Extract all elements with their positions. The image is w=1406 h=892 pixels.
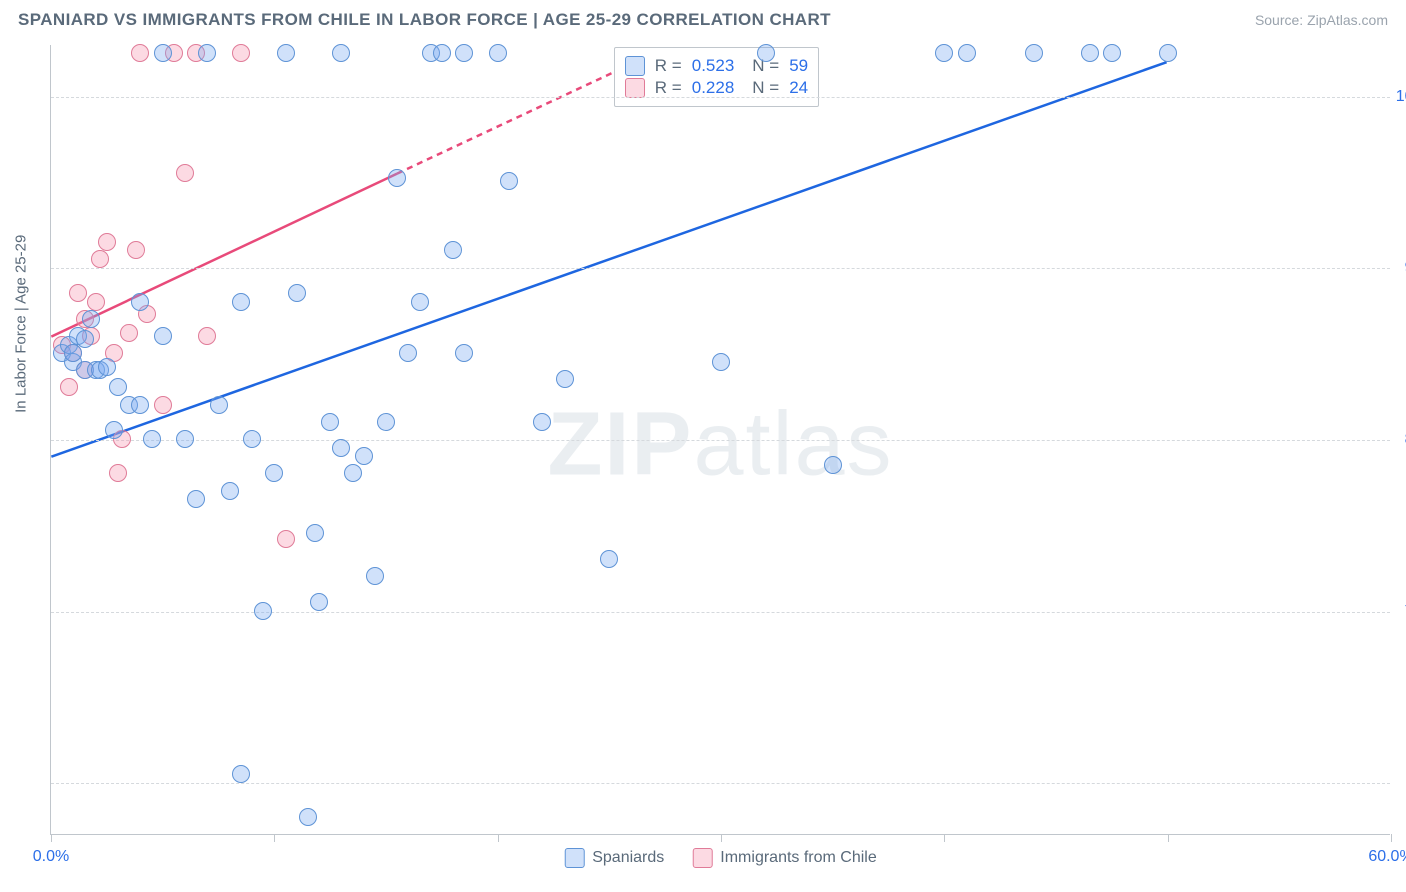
data-point-spaniard [455,344,473,362]
data-point-spaniard [109,378,127,396]
data-point-spaniard [131,293,149,311]
source-attribution: Source: ZipAtlas.com [1255,12,1388,28]
x-tick [944,834,945,842]
data-point-chile [176,164,194,182]
data-point-spaniard [1081,44,1099,62]
data-point-spaniard [98,358,116,376]
data-point-spaniard [377,413,395,431]
data-point-chile [131,44,149,62]
data-point-spaniard [232,765,250,783]
data-point-spaniard [433,44,451,62]
stats-row: R =0.523N =59 [625,56,808,76]
data-point-chile [98,233,116,251]
data-point-spaniard [712,353,730,371]
data-point-chile [127,241,145,259]
data-point-spaniard [1159,44,1177,62]
data-point-spaniard [958,44,976,62]
data-point-chile [109,464,127,482]
legend-label: Immigrants from Chile [720,849,876,867]
legend-item: Spaniards [564,848,664,868]
data-point-spaniard [344,464,362,482]
legend-label: Spaniards [592,849,664,867]
gridline [51,268,1390,269]
data-point-chile [87,293,105,311]
data-point-spaniard [321,413,339,431]
data-point-spaniard [232,293,250,311]
legend-swatch [692,848,712,868]
data-point-chile [91,250,109,268]
data-point-spaniard [489,44,507,62]
data-point-spaniard [154,327,172,345]
data-point-spaniard [355,447,373,465]
data-point-spaniard [399,344,417,362]
legend-swatch [564,848,584,868]
data-point-chile [69,284,87,302]
stats-row: R =0.228N =24 [625,78,808,98]
data-point-spaniard [1025,44,1043,62]
x-tick [1168,834,1169,842]
data-point-spaniard [105,421,123,439]
chart-header: SPANIARD VS IMMIGRANTS FROM CHILE IN LAB… [0,0,1406,38]
data-point-spaniard [935,44,953,62]
data-point-spaniard [411,293,429,311]
data-point-spaniard [254,602,272,620]
correlation-stats-box: R =0.523N =59R =0.228N =24 [614,47,819,107]
data-point-spaniard [310,593,328,611]
data-point-chile [120,324,138,342]
data-point-spaniard [154,44,172,62]
data-point-chile [198,327,216,345]
gridline [51,612,1390,613]
y-axis-title: In Labor Force | Age 25-29 [13,234,30,412]
x-tick [1391,834,1392,842]
data-point-chile [232,44,250,62]
x-tick-label: 60.0% [1368,848,1406,866]
scatter-chart: ZIPatlas In Labor Force | Age 25-29 R =0… [50,45,1390,835]
data-point-chile [154,396,172,414]
gridline [51,783,1390,784]
data-point-spaniard [277,44,295,62]
data-point-spaniard [299,808,317,826]
data-point-spaniard [243,430,261,448]
data-point-spaniard [306,524,324,542]
data-point-spaniard [332,439,350,457]
legend-swatch [625,56,645,76]
legend-swatch [625,78,645,98]
x-tick [498,834,499,842]
data-point-spaniard [82,310,100,328]
y-tick-label: 100.0% [1396,88,1406,106]
data-point-spaniard [556,370,574,388]
chart-legend: Spaniards Immigrants from Chile [564,848,877,868]
data-point-spaniard [198,44,216,62]
data-point-spaniard [221,482,239,500]
data-point-spaniard [500,172,518,190]
x-tick [274,834,275,842]
data-point-spaniard [176,430,194,448]
data-point-spaniard [824,456,842,474]
data-point-spaniard [131,396,149,414]
data-point-chile [60,378,78,396]
x-tick [51,834,52,842]
data-point-spaniard [265,464,283,482]
data-point-spaniard [533,413,551,431]
data-point-spaniard [210,396,228,414]
data-point-spaniard [455,44,473,62]
watermark: ZIPatlas [547,393,893,496]
legend-item: Immigrants from Chile [692,848,876,868]
data-point-spaniard [366,567,384,585]
data-point-spaniard [1103,44,1121,62]
data-point-chile [277,530,295,548]
x-tick-label: 0.0% [33,848,69,866]
data-point-spaniard [143,430,161,448]
data-point-spaniard [187,490,205,508]
data-point-spaniard [757,44,775,62]
chart-title: SPANIARD VS IMMIGRANTS FROM CHILE IN LAB… [18,10,831,30]
x-tick [721,834,722,842]
data-point-spaniard [76,330,94,348]
data-point-spaniard [388,169,406,187]
gridline [51,97,1390,98]
data-point-spaniard [288,284,306,302]
data-point-spaniard [444,241,462,259]
data-point-spaniard [600,550,618,568]
data-point-spaniard [332,44,350,62]
